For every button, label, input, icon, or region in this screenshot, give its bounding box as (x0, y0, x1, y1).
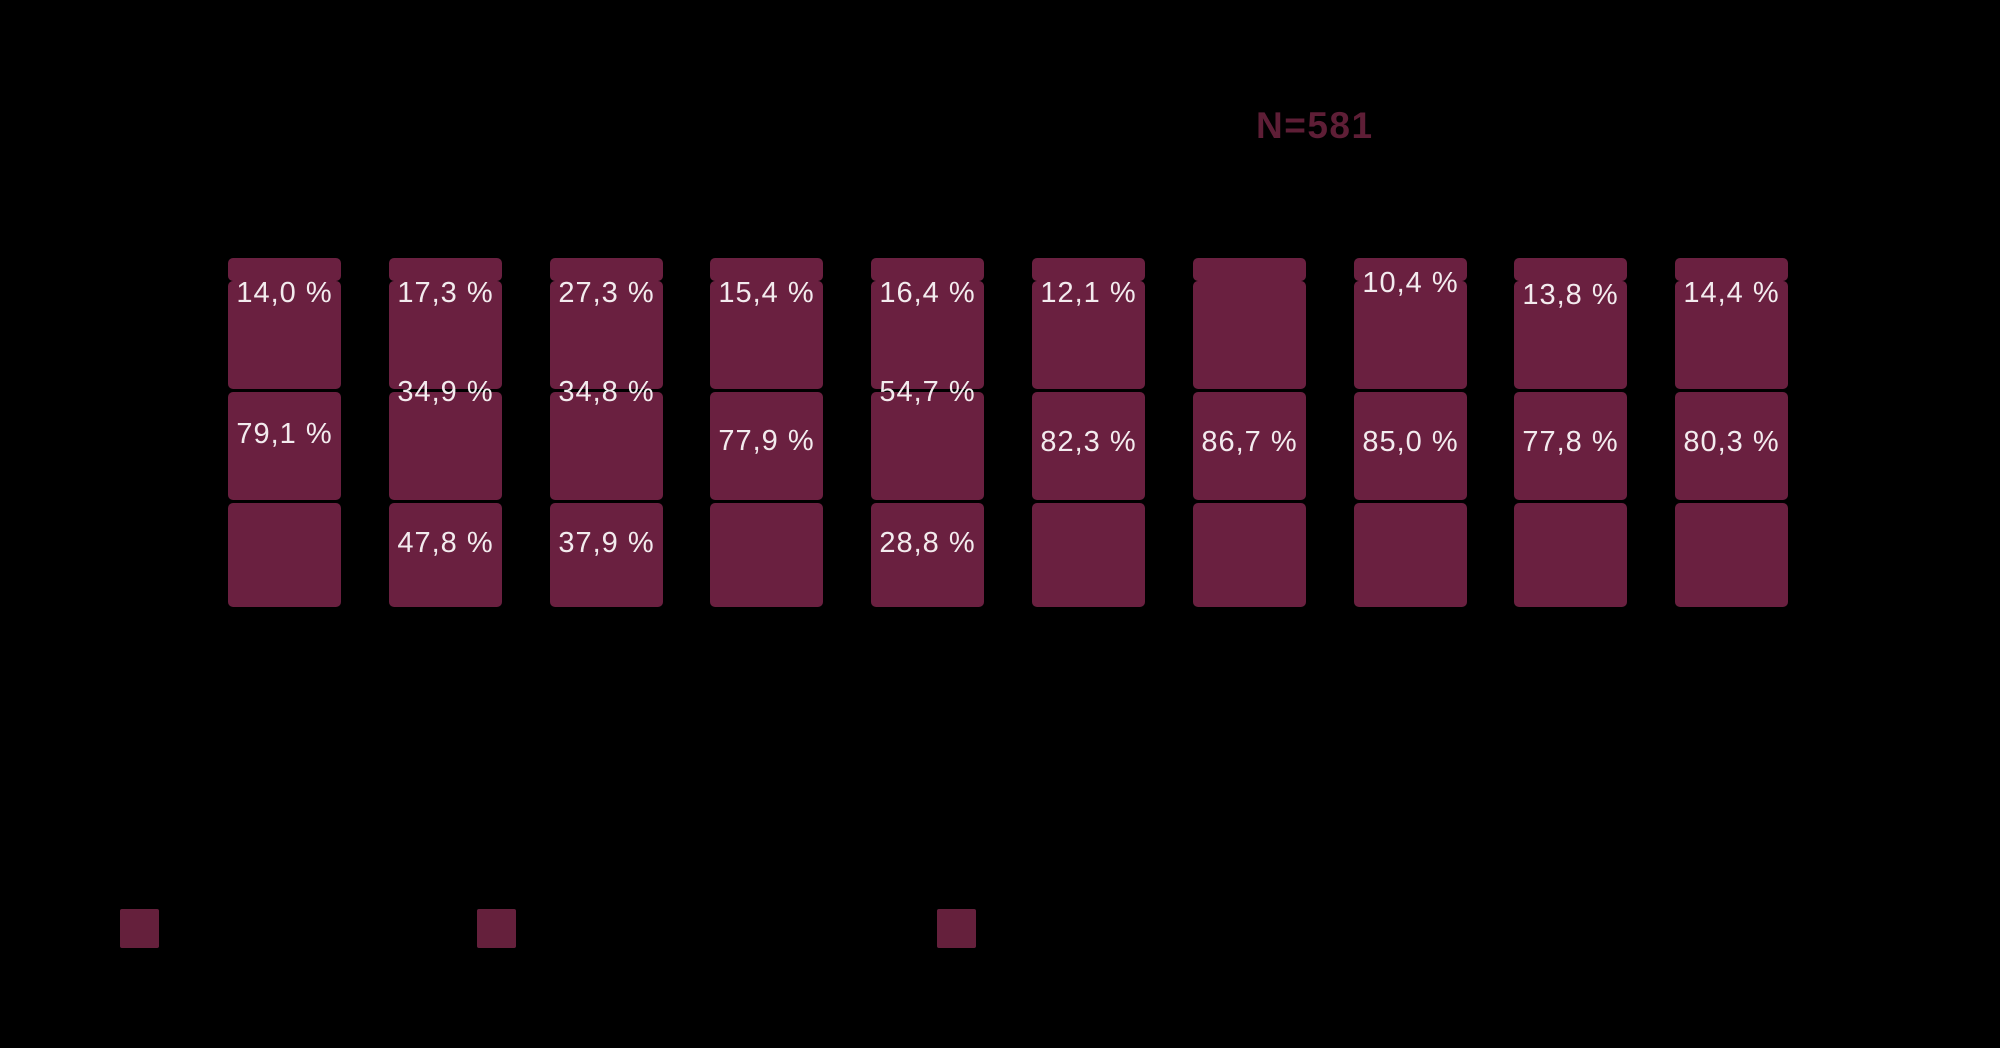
bar-segment-1 (1675, 281, 1788, 389)
bar-segment-3 (871, 503, 984, 607)
bar-segment-1 (1193, 281, 1306, 389)
bar-segment-label: 80,3 % (1683, 426, 1780, 458)
bar-segment-2 (228, 392, 341, 500)
bar-segment-3 (228, 503, 341, 607)
bar-segment-label: 77,8 % (1522, 426, 1619, 458)
bar-column: 16,4 % 54,7 % 28,8 % (871, 258, 984, 607)
bar-column: 27,3 % 34,8 % 37,9 % (550, 258, 663, 607)
bar-segment-2 (1354, 392, 1467, 500)
bar-segment-label: 82,3 % (1040, 426, 1137, 458)
bar-column: 14,4 % 80,3 % (1675, 258, 1788, 607)
bar-segment-label: 10,4 % (1362, 267, 1459, 299)
bar-segment-2 (1193, 392, 1306, 500)
bar-segment-1 (1032, 281, 1145, 389)
bar-segment-1 (1514, 281, 1627, 389)
bar-column: 86,7 % (1193, 258, 1306, 607)
bar-segment-label: 54,7 % (879, 376, 976, 408)
bar-segment-label: 12,1 % (1040, 277, 1137, 309)
bar-segment-cap (871, 258, 984, 281)
bar-segment-label: 13,8 % (1522, 279, 1619, 311)
bar-segment-cap (710, 258, 823, 281)
bar-segment-3 (1514, 503, 1627, 607)
bar-segment-1 (871, 281, 984, 389)
bar-segment-cap (1193, 258, 1306, 281)
bar-segment-1 (228, 281, 341, 389)
bar-segment-3 (710, 503, 823, 607)
bar-segment-2 (550, 392, 663, 500)
bar-column: 14,0 % 79,1 % (228, 258, 341, 607)
bar-segment-label: 14,0 % (236, 277, 333, 309)
bar-segment-3 (1193, 503, 1306, 607)
legend-swatch (937, 909, 976, 948)
bar-segment-label: 16,4 % (879, 277, 976, 309)
bar-segment-2 (389, 392, 502, 500)
legend-swatch (120, 909, 159, 948)
bar-segment-1 (1354, 281, 1467, 389)
bar-segment-cap (1032, 258, 1145, 281)
bar-segment-label: 77,9 % (718, 425, 815, 457)
bar-segment-label: 15,4 % (718, 277, 815, 309)
bar-segment-label: 14,4 % (1683, 277, 1780, 309)
bar-segment-cap (550, 258, 663, 281)
bar-segment-2 (1032, 392, 1145, 500)
bar-segment-3 (389, 503, 502, 607)
bar-segment-2 (710, 392, 823, 500)
bar-segment-label: 28,8 % (879, 527, 976, 559)
bar-segment-cap (1675, 258, 1788, 281)
bar-segment-label: 79,1 % (236, 418, 333, 450)
bar-column: 10,4 % 85,0 % (1354, 258, 1467, 607)
bar-segment-3 (550, 503, 663, 607)
bar-segment-cap (228, 258, 341, 281)
bar-segment-3 (1675, 503, 1788, 607)
bar-segment-label: 85,0 % (1362, 426, 1459, 458)
bar-segment-label: 86,7 % (1201, 426, 1298, 458)
legend-swatch (477, 909, 516, 948)
bar-segment-2 (871, 392, 984, 500)
bar-segment-1 (389, 281, 502, 389)
bar-segment-cap (389, 258, 502, 281)
bar-column: 13,8 % 77,8 % (1514, 258, 1627, 607)
bar-segment-cap (1514, 258, 1627, 281)
bar-segment-label: 37,9 % (558, 527, 655, 559)
bar-segment-label: 34,9 % (397, 376, 494, 408)
bar-column: 15,4 % 77,9 % (710, 258, 823, 607)
bar-segment-3 (1354, 503, 1467, 607)
bar-segment-3 (1032, 503, 1145, 607)
bar-segment-label: 27,3 % (558, 277, 655, 309)
bar-segment-cap (1354, 258, 1467, 281)
bar-segment-1 (550, 281, 663, 389)
sample-size-label: N=581 (1256, 105, 1374, 146)
bar-segment-1 (710, 281, 823, 389)
bar-segment-label: 47,8 % (397, 527, 494, 559)
bar-segment-label: 34,8 % (558, 376, 655, 408)
bar-segment-label: 17,3 % (397, 277, 494, 309)
bar-column: 17,3 % 34,9 % 47,8 % (389, 258, 502, 607)
bar-segment-2 (1514, 392, 1627, 500)
bar-segment-2 (1675, 392, 1788, 500)
bar-column: 12,1 % 82,3 % (1032, 258, 1145, 607)
